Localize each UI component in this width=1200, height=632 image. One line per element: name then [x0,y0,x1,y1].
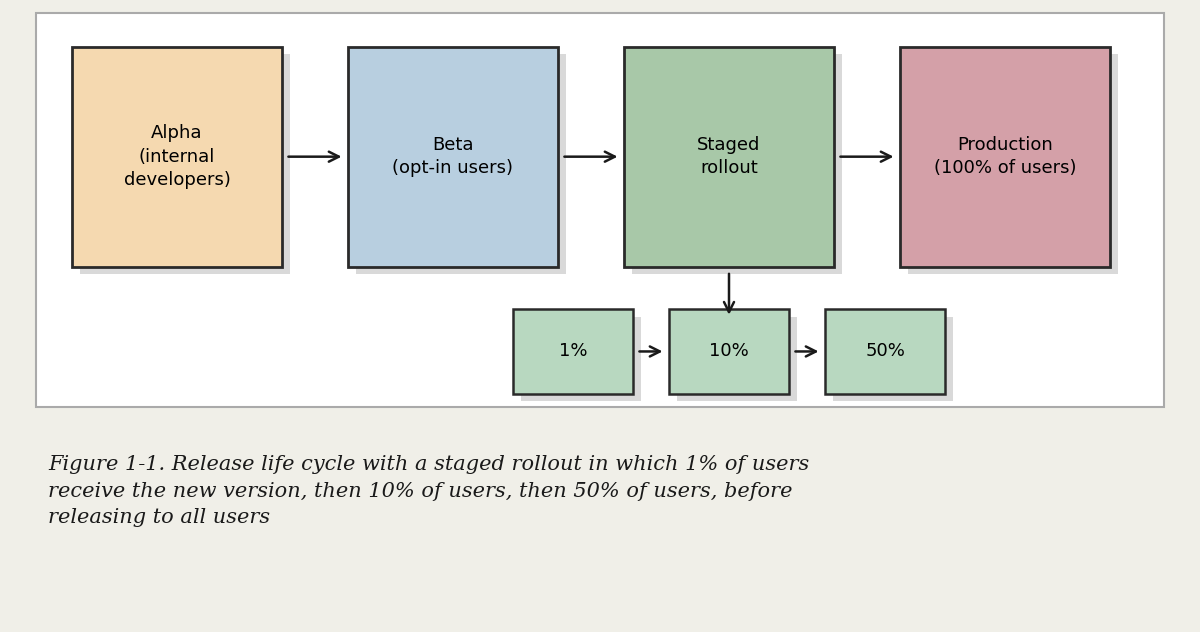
Text: Production
(100% of users): Production (100% of users) [934,136,1076,178]
Bar [356,54,566,274]
Bar [522,317,642,401]
Text: Figure 1-1. Release life cycle with a staged rollout in which 1% of users
receiv: Figure 1-1. Release life cycle with a st… [48,455,809,527]
Bar [348,47,558,267]
Bar [908,54,1118,274]
Text: 1%: 1% [559,343,587,360]
Bar [900,47,1110,267]
Bar [677,317,797,401]
Bar [624,47,834,267]
Text: 10%: 10% [709,343,749,360]
Text: Staged
rollout: Staged rollout [697,136,761,178]
Bar [72,47,282,267]
Text: Beta
(opt-in users): Beta (opt-in users) [392,136,514,178]
Bar [632,54,842,274]
Text: 50%: 50% [865,343,905,360]
Text: Alpha
(internal
developers): Alpha (internal developers) [124,124,230,189]
Bar [80,54,290,274]
Bar [670,309,790,394]
Bar [514,309,634,394]
Bar [826,309,946,394]
Bar [834,317,954,401]
